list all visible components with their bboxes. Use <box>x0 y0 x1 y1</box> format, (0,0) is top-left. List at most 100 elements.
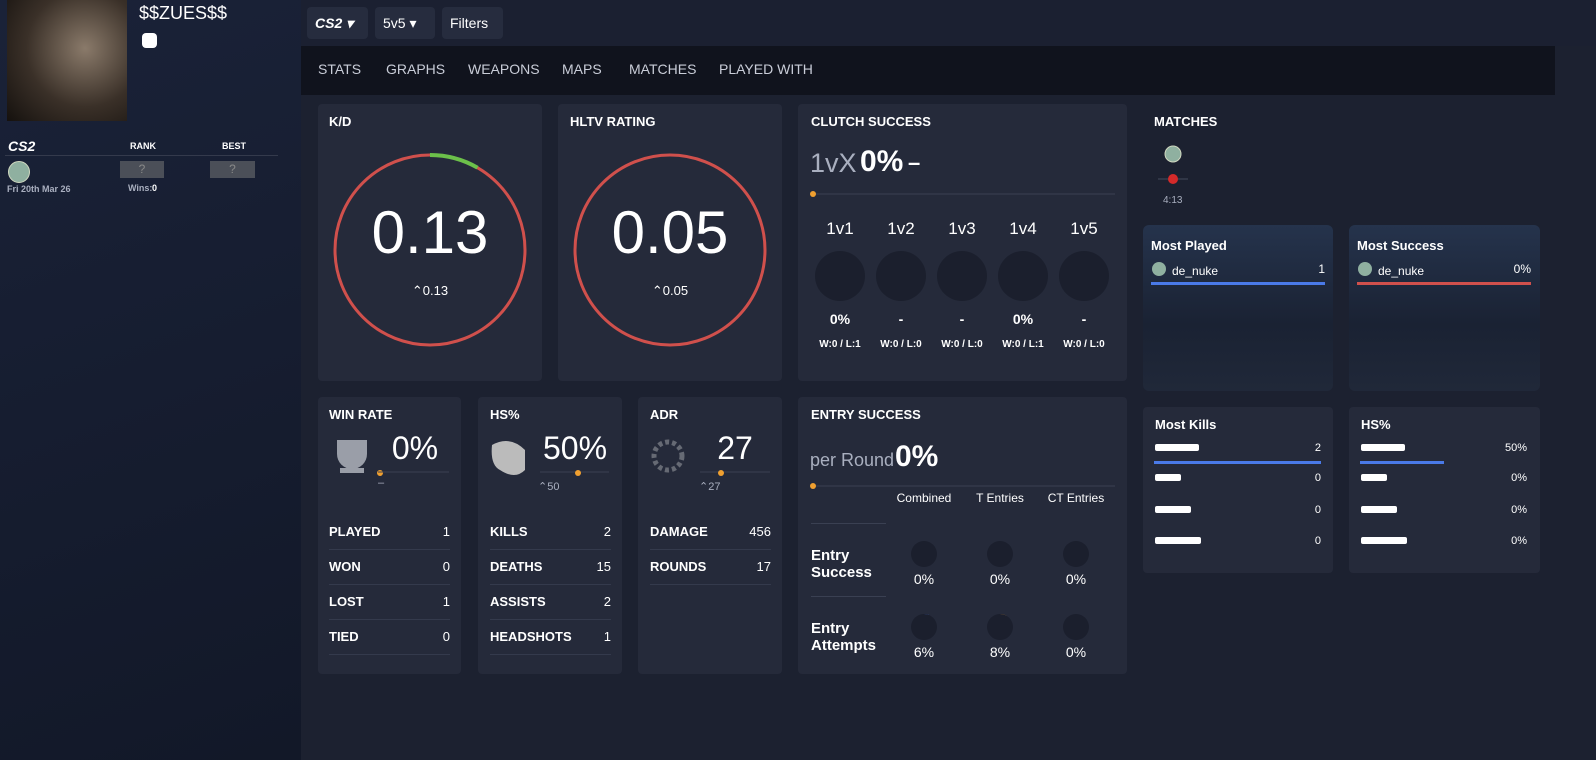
stat-value: 1 <box>603 629 611 644</box>
tab[interactable]: GRAPHS <box>386 61 446 77</box>
kills-bar <box>1154 461 1321 464</box>
entry-dot <box>810 483 816 489</box>
clutch-value: 0% <box>1012 311 1034 327</box>
clutch-value: - <box>959 311 965 327</box>
stat-label: PLAYED <box>329 524 381 539</box>
weapon-hs-card <box>1349 407 1540 573</box>
clutch-value: 0% <box>829 311 851 327</box>
weapon-icon <box>1155 474 1181 481</box>
clutch-record: W:0 / L:1 <box>1002 339 1044 350</box>
stat-value: 17 <box>756 559 771 574</box>
game-select[interactable]: CS2 ▾ <box>307 7 368 39</box>
entry-value: 0% <box>895 440 939 473</box>
hltv-ring <box>573 153 767 347</box>
map-name: de_nuke <box>1378 264 1425 278</box>
stat-divider <box>490 549 611 550</box>
tab[interactable]: PLAYED WITH <box>719 61 813 77</box>
sidebar: $$ZUES$$ CS2 RANK BEST ? ? Fri 20th Mar … <box>0 0 301 760</box>
hs-bar <box>1360 461 1444 464</box>
card-title: ENTRY SUCCESS <box>811 407 921 422</box>
player-name: $$ZUES$$ <box>139 3 228 23</box>
stat-divider <box>490 584 611 585</box>
card-title: HLTV RATING <box>570 114 656 129</box>
tab[interactable]: MATCHES <box>629 61 697 77</box>
stat-value: 2 <box>603 594 611 609</box>
entry-pie <box>911 541 937 567</box>
stat-divider <box>329 549 450 550</box>
tab[interactable]: MAPS <box>562 61 602 77</box>
weapon-icon <box>1155 537 1201 544</box>
map-name: de_nuke <box>1172 264 1219 278</box>
entry-row-label: Entry Attempts <box>811 620 877 654</box>
hltv-card <box>558 104 782 381</box>
stat-value: 456 <box>749 524 771 539</box>
stat-label: WON <box>329 559 361 574</box>
entry-pie <box>1063 541 1089 567</box>
clutch-circle <box>1059 251 1109 301</box>
clutch-value: - <box>1081 311 1087 327</box>
stat-divider <box>650 549 771 550</box>
avatar <box>7 0 127 121</box>
clutch-value: - <box>898 311 904 327</box>
match-icon <box>1164 145 1182 163</box>
winrate-dot <box>377 470 383 476</box>
stat-value: 2 <box>603 524 611 539</box>
weapon-icon <box>1361 474 1387 481</box>
stat-label: ROUNDS <box>650 559 707 574</box>
match-result <box>1168 174 1178 184</box>
stat-value: 15 <box>596 559 611 574</box>
adr-delta-value: 27 <box>708 481 721 493</box>
clutch-record: W:0 / L:0 <box>1063 339 1105 350</box>
wins-value: 0 <box>152 183 158 193</box>
clutch-record: W:0 / L:1 <box>819 339 861 350</box>
tab[interactable]: STATS <box>318 61 362 77</box>
stat-divider <box>329 584 450 585</box>
weapon-value: 50% <box>1504 442 1527 454</box>
most-success-card <box>1349 225 1540 391</box>
rank-header: RANK <box>130 141 156 151</box>
kd-arc <box>429 152 479 170</box>
weapon-icon <box>1361 506 1397 513</box>
clutch-label: 1v4 <box>1009 219 1037 238</box>
weapon-value: 2 <box>1314 442 1321 454</box>
mode-select[interactable]: 5v5 ▾ <box>375 7 435 39</box>
clutch-circle <box>876 251 926 301</box>
clutch-dot <box>810 191 816 197</box>
clutch-delta: – <box>908 150 921 175</box>
stat-label: DEATHS <box>490 559 543 574</box>
tab[interactable]: WEAPONS <box>468 61 540 77</box>
entry-column: T Entries <box>976 491 1024 505</box>
stat-label: ASSISTS <box>490 594 546 609</box>
weapon-value: 0 <box>1314 472 1321 484</box>
stat-value: 1 <box>442 524 450 539</box>
clutch-label: 1v1 <box>826 219 854 238</box>
stat-label: LOST <box>329 594 364 609</box>
card-title: ADR <box>650 407 679 422</box>
card-title: Most Kills <box>1155 417 1217 432</box>
stat-divider <box>650 584 771 585</box>
stat-label: TIED <box>329 629 359 644</box>
adr-delta: ⌃27 <box>699 481 721 493</box>
card-title: WIN RATE <box>329 407 393 422</box>
hltv-delta: ⌃0.05 <box>651 283 689 298</box>
match-date: Fri 20th Mar 26 <box>7 184 71 194</box>
head-icon <box>491 441 525 475</box>
card-title: K/D <box>329 114 352 129</box>
clutch-card <box>798 104 1127 381</box>
most-played-card <box>1143 225 1333 391</box>
kd-delta: ⌃0.13 <box>411 283 449 298</box>
steam-icon[interactable] <box>142 33 157 48</box>
weapon-value: 0% <box>1511 472 1527 484</box>
rank-icon <box>8 161 30 183</box>
rank-box: ? <box>120 161 164 178</box>
entry-label: per Round <box>810 450 895 470</box>
best-box: ? <box>210 161 255 178</box>
clutch-label: 1v5 <box>1070 219 1098 238</box>
clutch-record: W:0 / L:0 <box>880 339 922 350</box>
entry-value: 0% <box>1065 644 1087 660</box>
clutch-label: 1vX <box>810 148 857 178</box>
weapon-icon <box>1361 537 1407 544</box>
entry-pie <box>987 541 1013 567</box>
